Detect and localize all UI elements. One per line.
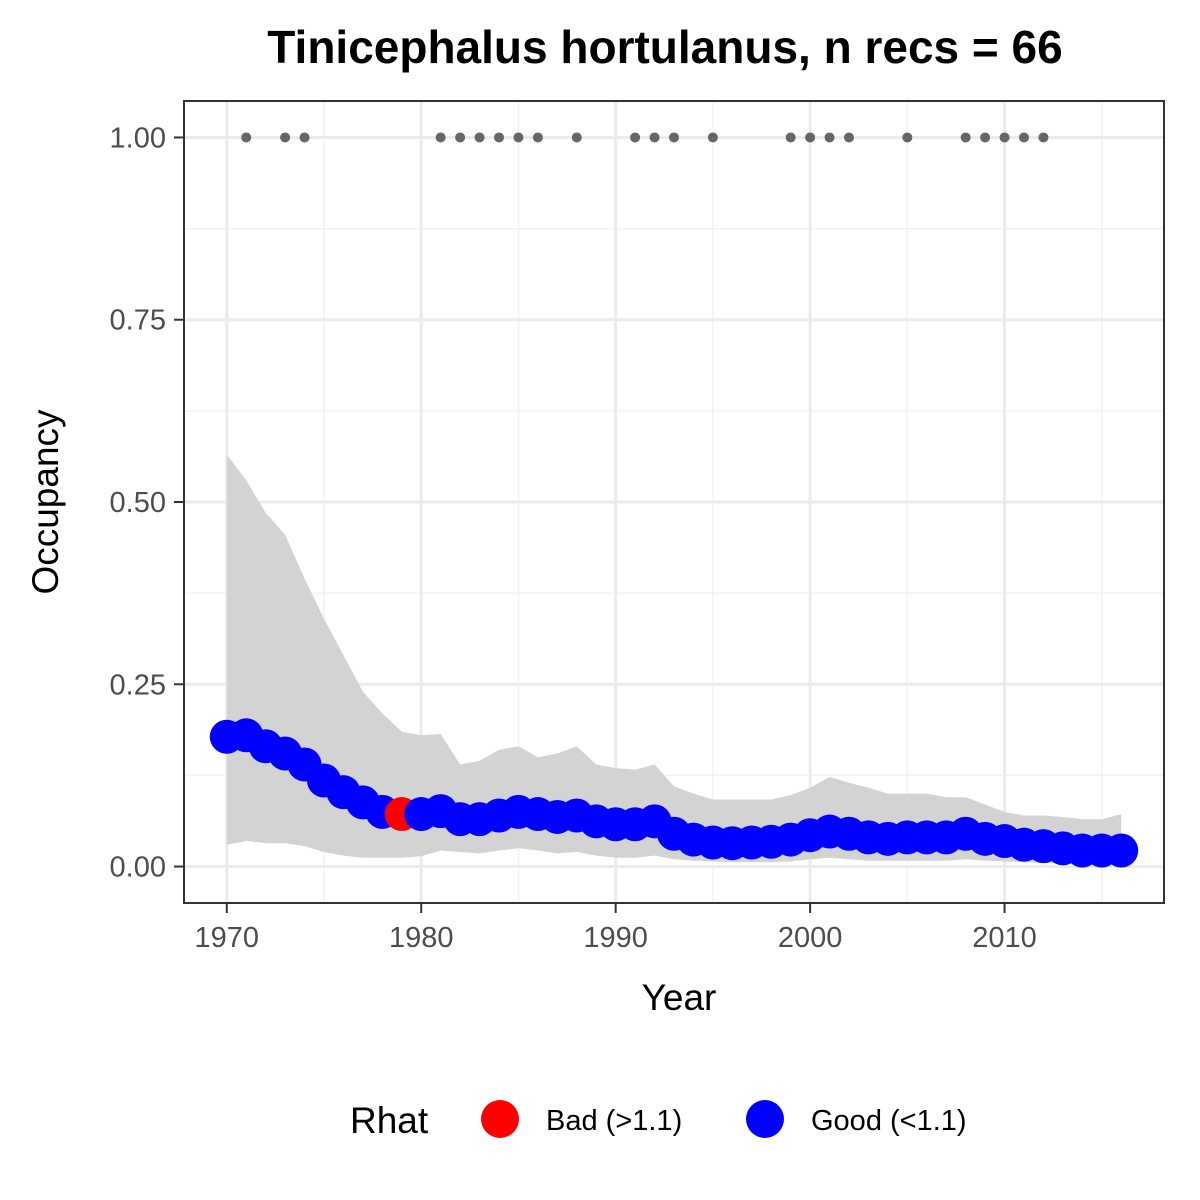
y-tick-label: 0.75	[110, 305, 166, 337]
record-point	[494, 132, 504, 143]
y-tick-label: 0.50	[110, 487, 166, 519]
record-point	[824, 132, 835, 143]
x-tick-label: 1970	[195, 922, 260, 954]
y-axis-title: Occupancy	[25, 409, 66, 595]
legend-title: Rhat	[350, 1100, 429, 1141]
legend-label-bad: Bad (>1.1)	[546, 1105, 682, 1137]
plot-area	[183, 100, 1165, 904]
x-tick-label: 2010	[972, 922, 1037, 954]
chart-title: Tinicephalus hortulanus, n recs = 66	[267, 21, 1062, 73]
x-tick-label: 1980	[389, 922, 454, 954]
record-point	[707, 132, 718, 143]
record-point	[280, 132, 291, 143]
record-point	[455, 132, 466, 143]
record-point	[960, 132, 971, 143]
record-point	[571, 132, 582, 143]
legend: Rhat Bad (>1.1) Good (<1.1)	[350, 1100, 967, 1141]
record-point	[1019, 132, 1029, 143]
record-point	[630, 132, 641, 143]
x-tick-label: 1990	[583, 922, 648, 954]
y-tick-label: 0.00	[110, 852, 166, 884]
record-point	[649, 132, 660, 143]
x-tick-label: 2000	[778, 922, 843, 954]
y-tick-label: 0.25	[110, 669, 166, 701]
credible-interval-ribbon	[226, 454, 1122, 864]
record-point	[844, 132, 854, 143]
record-point	[299, 132, 310, 143]
record-points	[241, 132, 1049, 143]
record-point	[902, 132, 913, 143]
occupancy-points	[209, 718, 1139, 868]
record-point	[805, 132, 816, 143]
occupancy-point-good	[1104, 833, 1139, 868]
record-point	[999, 132, 1010, 143]
legend-key-good	[746, 1100, 784, 1138]
x-axis-title: Year	[642, 977, 717, 1018]
record-point	[980, 132, 991, 143]
record-point	[785, 132, 796, 143]
record-point	[474, 132, 485, 143]
record-point	[669, 132, 679, 143]
y-tick-label: 1.00	[110, 122, 166, 154]
record-point	[532, 132, 543, 143]
record-point	[435, 132, 446, 143]
legend-label-good: Good (<1.1)	[811, 1105, 967, 1137]
x-axis: 1970 1980 1990 2000 2010	[195, 903, 1037, 954]
y-axis: 0.00 0.25 0.50 0.75 1.00	[110, 122, 184, 884]
legend-key-bad	[481, 1100, 519, 1138]
record-point	[513, 132, 524, 143]
record-point	[241, 132, 252, 143]
record-point	[1038, 132, 1049, 143]
